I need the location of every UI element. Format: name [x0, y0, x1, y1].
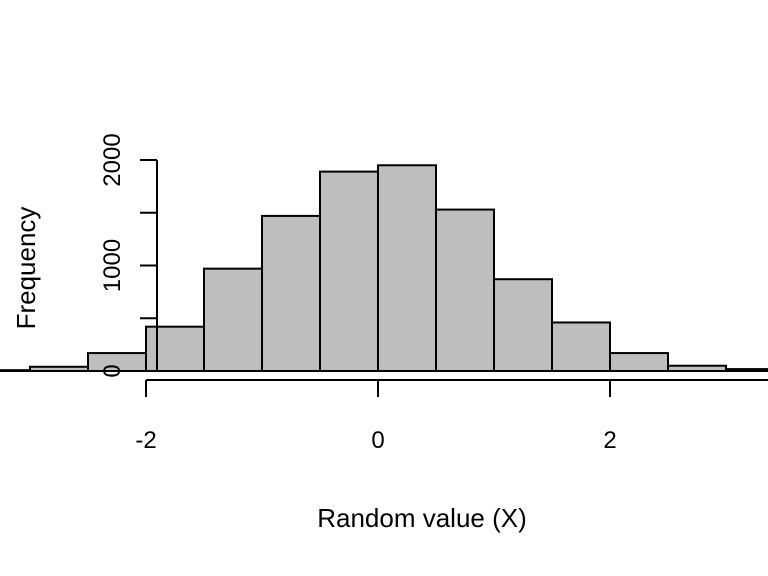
histogram-bar-10: [551, 321, 611, 372]
y-tick-label-1: 1000: [99, 239, 126, 292]
histogram-bar-9: [493, 278, 553, 372]
y-tick-label-0: 0: [99, 364, 126, 377]
histogram-bar-3: [145, 325, 205, 373]
x-tick-label-0: -2: [135, 427, 156, 454]
histogram-bar-5: [261, 214, 321, 372]
histogram-bars: [0, 164, 768, 373]
histogram-bar-6: [319, 170, 379, 372]
histogram-bar-7: [377, 164, 437, 372]
histogram-bar-8: [435, 208, 495, 372]
y-axis: 0 1000 2000: [99, 133, 158, 378]
x-tick-label-2: 2: [603, 427, 616, 454]
x-axis: -2024: [135, 379, 768, 454]
histogram-bar-4: [203, 267, 263, 373]
histogram-bar-0: [0, 369, 31, 373]
x-axis-title: Random value (X): [317, 503, 527, 533]
y-axis-title: Frequency: [11, 207, 41, 330]
histogram-bar-1: [29, 365, 89, 372]
histogram-bar-12: [667, 364, 727, 373]
histogram-bar-13: [725, 368, 768, 373]
histogram-bar-11: [609, 352, 669, 373]
y-tick-label-2: 2000: [99, 133, 126, 186]
x-tick-label-1: 0: [371, 427, 384, 454]
